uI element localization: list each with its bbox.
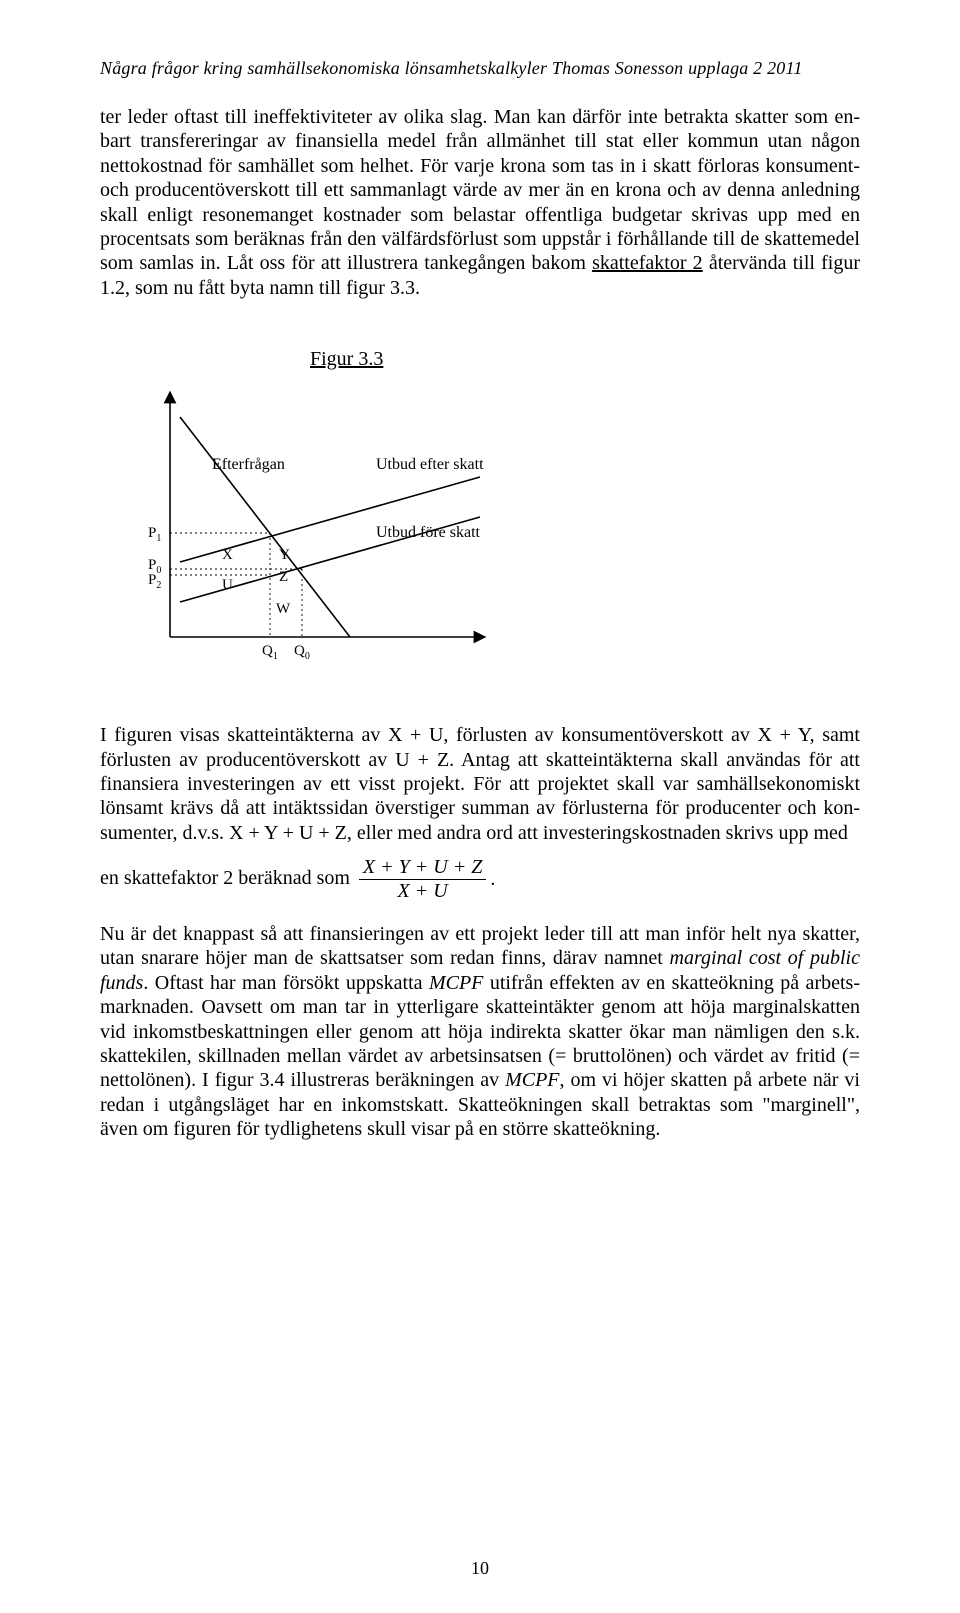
label-q0: Q0 bbox=[294, 643, 310, 662]
figure-3-3: Figur 3.3 bbox=[100, 348, 860, 687]
area-x: X bbox=[222, 547, 233, 563]
fraction-numerator: X + Y + U + Z bbox=[359, 857, 486, 879]
demand-line bbox=[180, 417, 350, 637]
paragraph-1: ter leder oftast till ineffektiviteter a… bbox=[100, 105, 860, 300]
supply-before-label: Utbud före skatt bbox=[376, 524, 481, 541]
para1-text-a: ter leder oftast till ineffektiviteter a… bbox=[100, 106, 860, 274]
paragraph-2b: en skattefaktor 2 beräknad som X + Y + U… bbox=[100, 857, 860, 902]
area-u: U bbox=[222, 577, 233, 593]
paragraph-3: Nu är det knappast så att finansieringen… bbox=[100, 922, 860, 1142]
page-number: 10 bbox=[0, 1558, 960, 1579]
area-w: W bbox=[276, 601, 291, 617]
para2b-post: . bbox=[490, 867, 495, 891]
area-z: Z bbox=[279, 569, 288, 585]
para1-underline-skattefaktor2: skattefaktor 2 bbox=[592, 252, 703, 274]
running-header: Några frågor kring samhällsekonomiska lö… bbox=[100, 58, 860, 79]
demand-label: Efterfrågan bbox=[212, 456, 285, 473]
fraction-denominator: X + U bbox=[359, 879, 486, 902]
figure-title: Figur 3.3 bbox=[310, 348, 860, 371]
label-q1: Q1 bbox=[262, 643, 278, 662]
para3-italic-mcpf-1: MCPF bbox=[429, 972, 483, 994]
label-p1: P1 bbox=[148, 525, 161, 544]
figure-svg: Efterfrågan Utbud efter skatt Utbud före… bbox=[100, 377, 530, 687]
skattefaktor2-fraction: X + Y + U + Z X + U bbox=[359, 857, 486, 902]
para3-b: . Oftast har man försökt uppskatta bbox=[143, 972, 429, 994]
para3-italic-mcpf-2: MCPF bbox=[505, 1069, 559, 1091]
supply-after-label: Utbud efter skatt bbox=[376, 456, 484, 473]
para2b-pre: en skattefaktor 2 beräknad som bbox=[100, 867, 355, 889]
area-y: Y bbox=[279, 547, 290, 563]
paragraph-2a: I figuren visas skatteintäkterna av X + … bbox=[100, 723, 860, 845]
